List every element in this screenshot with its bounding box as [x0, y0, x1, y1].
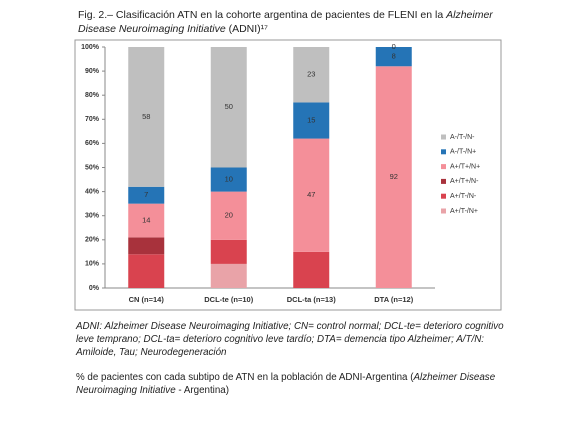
- notes: ADNI: Alzheimer Disease Neuroimaging Ini…: [76, 320, 506, 409]
- note-run: ADNI: Alzheimer Disease Neuroimaging Ini…: [76, 321, 504, 358]
- x-tick-label: CN (n=14): [129, 295, 165, 304]
- title-run: Fig. 2.– Clasificación ATN en la cohorte…: [78, 9, 447, 21]
- bar-segment: [210, 263, 247, 288]
- bar-segment: [210, 191, 247, 240]
- y-tick-label: 20%: [85, 237, 100, 244]
- data-label: 23: [307, 70, 315, 79]
- bar-segment: [210, 47, 247, 168]
- legend-swatch: [441, 193, 446, 199]
- y-tick-label: 40%: [85, 188, 100, 195]
- chart-frame: [74, 39, 502, 311]
- y-tick-label: 70%: [85, 116, 100, 123]
- legend-swatch: [441, 208, 446, 214]
- y-tick-label: 0%: [89, 285, 100, 292]
- legend-swatch: [441, 164, 446, 170]
- bar-segment: [375, 66, 412, 288]
- legend-label: A-/T-/N+: [450, 149, 476, 156]
- data-label: 92: [390, 172, 398, 181]
- y-tick-label: 100%: [81, 44, 100, 51]
- note: % de pacientes con cada subtipo de ATN e…: [76, 371, 506, 397]
- legend-label: A+/T+/N-: [450, 178, 479, 185]
- bar-segment: [128, 47, 165, 187]
- y-tick-label: 60%: [85, 140, 100, 147]
- legend-label: A-/T-/N-: [450, 134, 475, 141]
- legend-swatch: [441, 134, 446, 140]
- data-label: 0: [392, 42, 396, 51]
- data-label: 20: [225, 211, 233, 220]
- y-tick-label: 80%: [85, 92, 100, 99]
- legend-label: A+/T+/N+: [450, 163, 480, 170]
- legend-label: A+/T-/N+: [450, 208, 478, 215]
- figure-title: Fig. 2.– Clasificación ATN en la cohorte…: [78, 8, 498, 36]
- data-label: 50: [225, 102, 233, 111]
- data-label: 7: [144, 190, 148, 199]
- note: ADNI: Alzheimer Disease Neuroimaging Ini…: [76, 320, 506, 359]
- bar-segment: [128, 254, 165, 288]
- note-run: - Argentina): [175, 385, 230, 396]
- bar-segment: [210, 167, 247, 192]
- y-tick-label: 90%: [85, 68, 100, 75]
- data-label: 14: [142, 216, 150, 225]
- y-tick-label: 50%: [85, 164, 100, 171]
- x-tick-label: DCL-ta (n=13): [287, 295, 336, 304]
- note-run: Alzheimer Disease Neuroimaging Initiativ…: [76, 372, 496, 396]
- data-label: 8: [392, 52, 396, 61]
- data-label: 47: [307, 190, 315, 199]
- x-tick-label: DCL-te (n=10): [204, 295, 253, 304]
- bar-segment: [375, 47, 412, 67]
- bar-segment: [293, 102, 330, 139]
- legend-swatch: [441, 178, 446, 184]
- y-tick-label: 30%: [85, 213, 100, 220]
- bar-segment: [293, 138, 330, 252]
- y-tick-label: 10%: [85, 261, 100, 268]
- legend-swatch: [441, 149, 446, 155]
- data-label: 15: [307, 115, 315, 124]
- bar-segment: [128, 186, 165, 204]
- bar-segment: [128, 203, 165, 238]
- data-label: 10: [225, 175, 233, 184]
- bar-segment: [293, 251, 330, 288]
- title-run: (ADNI)¹⁷: [225, 23, 268, 35]
- title-run: Alzheimer Disease Neuroimaging Initiativ…: [78, 9, 493, 35]
- note-run: % de pacientes con cada subtipo de ATN e…: [76, 372, 414, 383]
- legend-label: A+/T-/N-: [450, 193, 477, 200]
- bar-segment: [210, 239, 247, 264]
- bar-segment: [293, 47, 330, 103]
- data-label: 58: [142, 112, 150, 121]
- bar-segment: [128, 237, 165, 255]
- x-tick-label: DTA (n=12): [374, 295, 413, 304]
